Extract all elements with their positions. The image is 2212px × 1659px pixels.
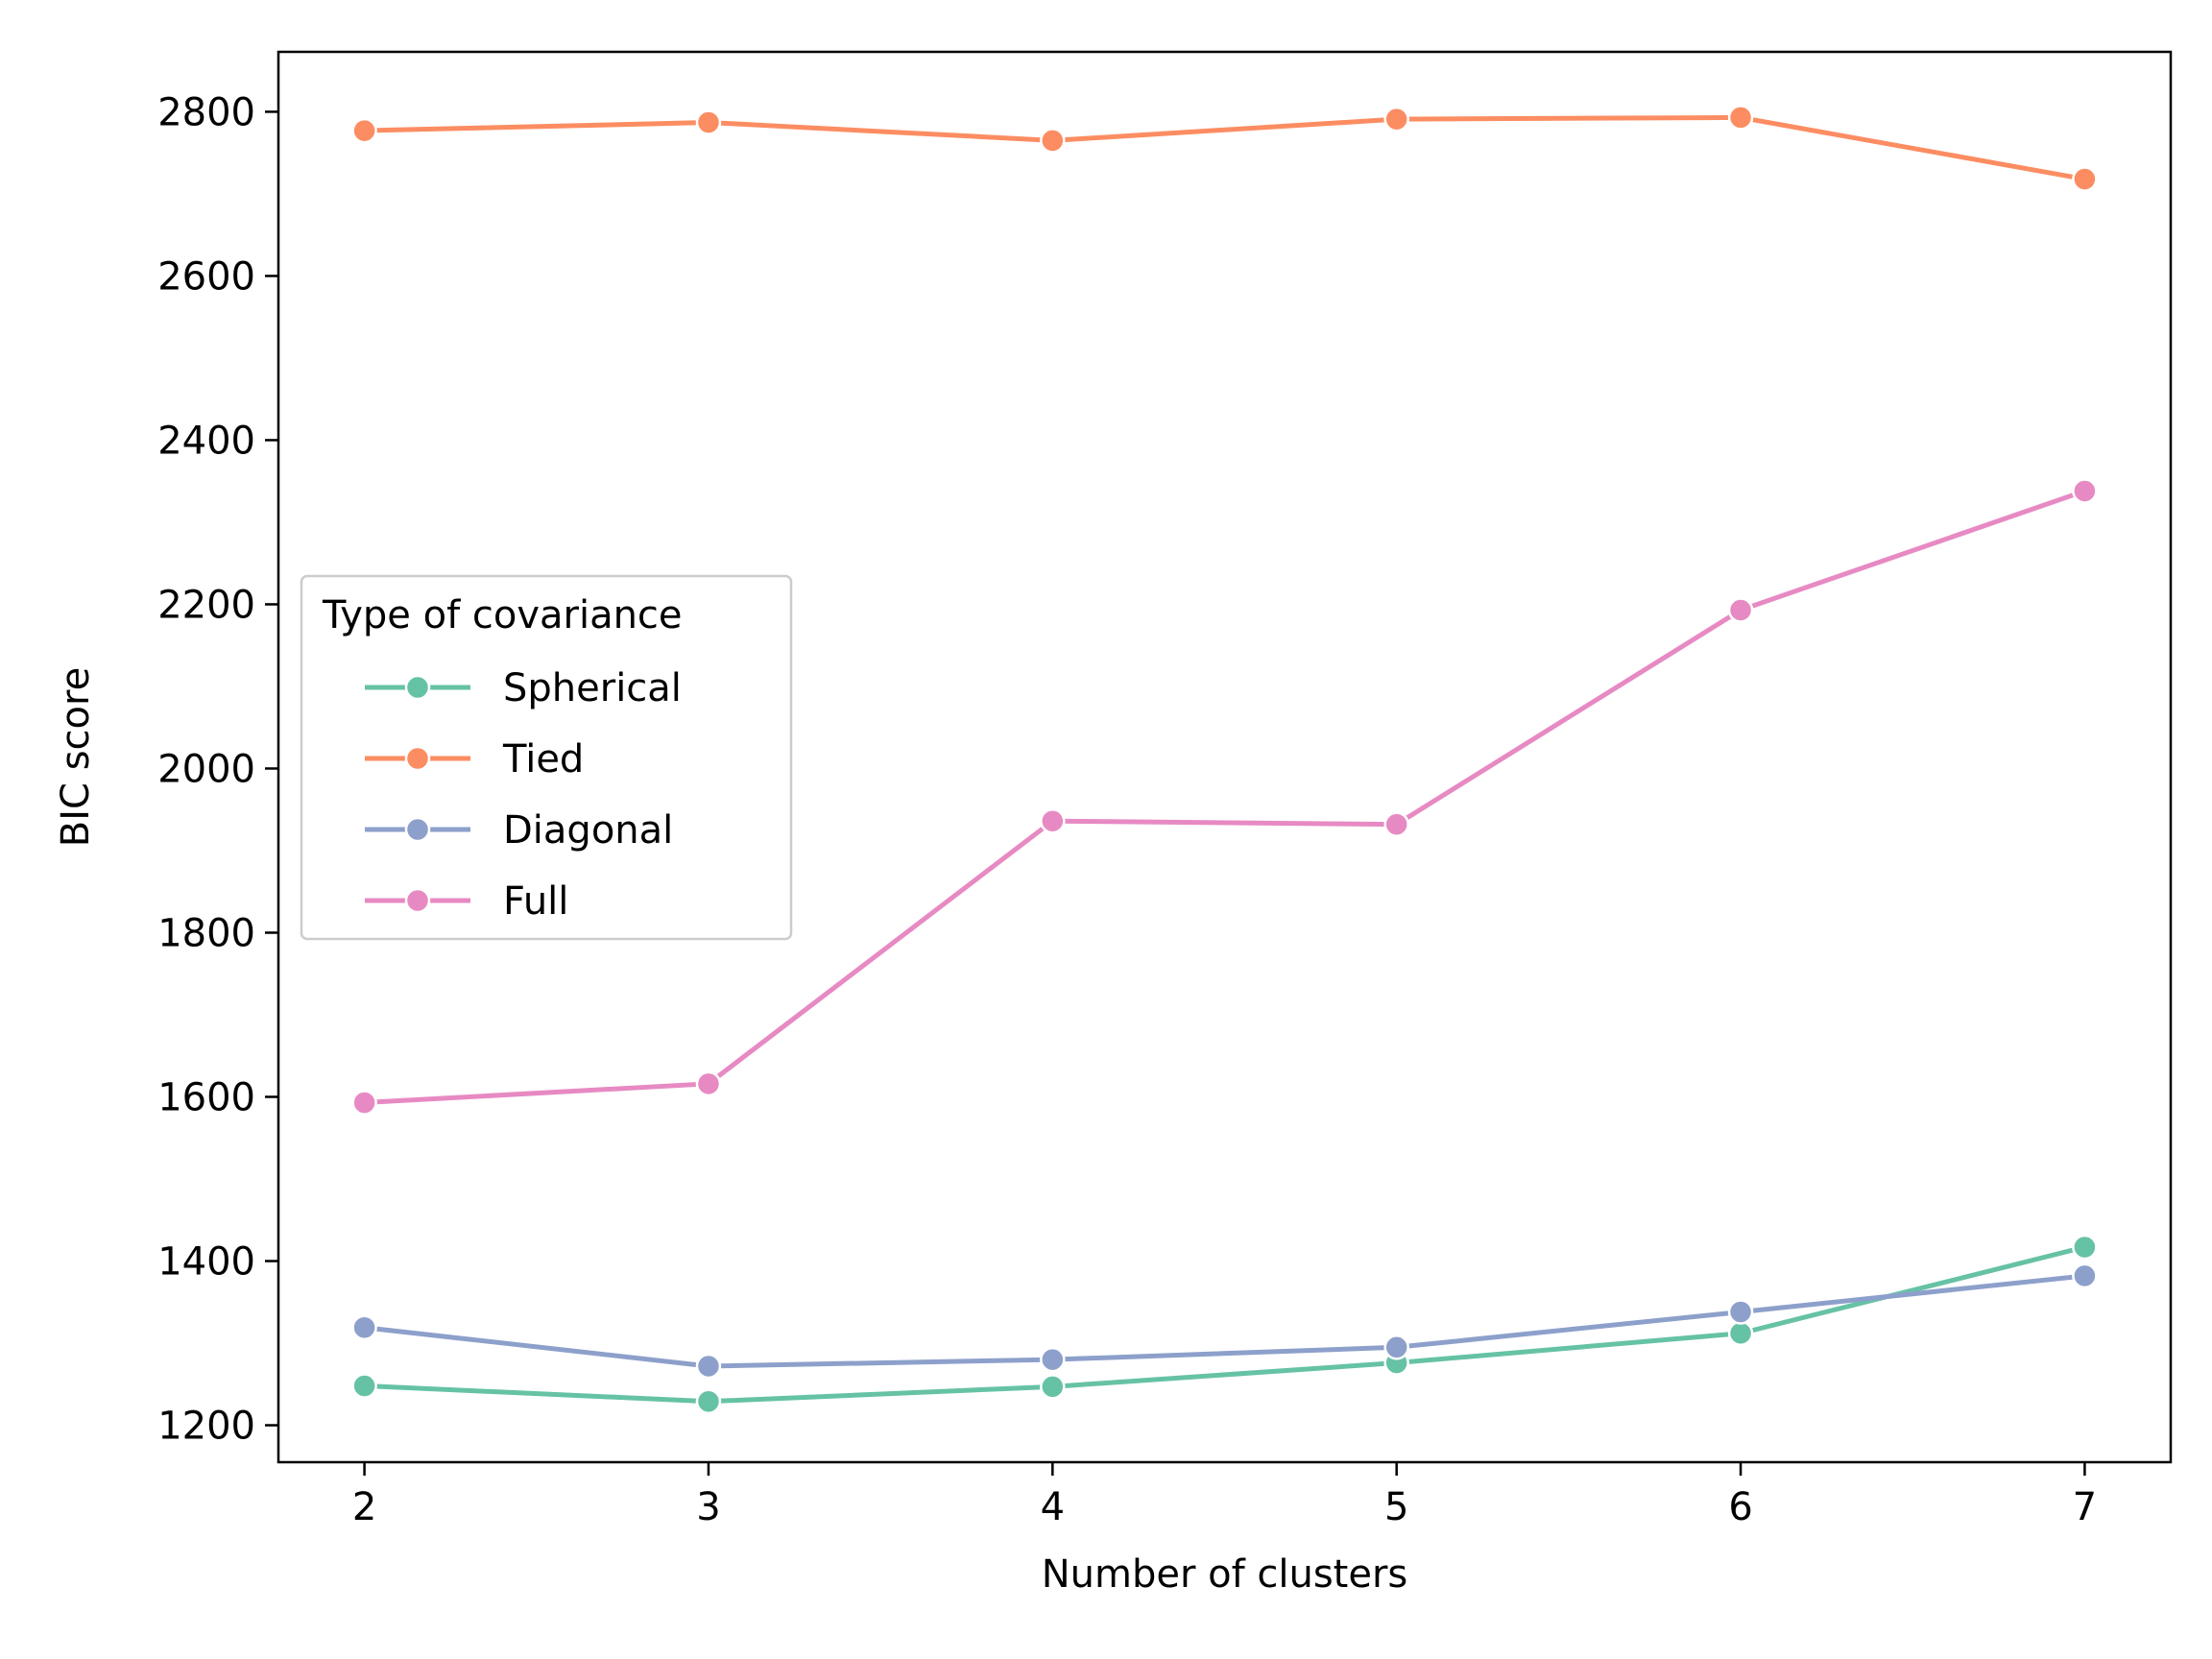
legend: Type of covariance Spherical Tied Diagonal… — [300, 574, 793, 941]
data-point-diagonal — [351, 1314, 377, 1341]
legend-box — [300, 574, 793, 941]
data-point-diagonal — [1383, 1334, 1409, 1360]
legend-title: Type of covariance — [322, 593, 683, 637]
data-point-spherical — [351, 1373, 377, 1399]
data-point-spherical — [2072, 1234, 2098, 1261]
series-diagonal — [351, 1262, 2098, 1380]
data-point-spherical — [695, 1388, 722, 1414]
series-full — [351, 478, 2098, 1116]
data-point-full — [2072, 478, 2098, 504]
data-point-tied — [1727, 105, 1754, 131]
legend-label: Tied — [502, 737, 584, 781]
legend-items: Spherical Tied Diagonal Full — [365, 666, 682, 924]
data-point-full — [1727, 597, 1754, 623]
data-point-diagonal — [2072, 1262, 2098, 1289]
y-tick-label: 1400 — [157, 1240, 255, 1285]
data-point-diagonal — [1040, 1346, 1066, 1373]
x-tick-label: 4 — [1041, 1485, 1065, 1529]
data-point-diagonal — [1727, 1299, 1754, 1325]
legend-swatch-marker — [404, 887, 431, 914]
series-line-diagonal — [361, 1273, 2088, 1369]
legend-item-tied: Tied — [365, 737, 584, 781]
series-tied — [351, 105, 2098, 192]
data-point-spherical — [1727, 1320, 1754, 1347]
data-point-full — [695, 1070, 722, 1097]
legend-label: Diagonal — [503, 808, 673, 853]
data-point-spherical — [1040, 1374, 1066, 1400]
legend-item-full: Full — [365, 879, 568, 924]
series-line-full — [361, 488, 2088, 1106]
data-point-diagonal — [695, 1353, 722, 1380]
legend-item-diagonal: Diagonal — [365, 808, 673, 853]
y-axis: 1200 1400 1600 1800 2000 2200 2400 2600 2800 — [157, 90, 278, 1449]
y-tick-label: 1800 — [157, 911, 255, 955]
series-line-spherical — [361, 1243, 2088, 1405]
data-point-tied — [2072, 166, 2098, 192]
y-tick-label: 2000 — [157, 747, 255, 791]
y-tick-label: 2600 — [157, 254, 255, 299]
y-tick-label: 2400 — [157, 419, 255, 463]
x-axis: 2 3 4 5 6 7 — [352, 1462, 2097, 1529]
plot-frame — [276, 50, 2173, 1464]
data-point-tied — [695, 109, 722, 135]
data-point-full — [351, 1090, 377, 1116]
legend-swatch-marker — [404, 745, 431, 772]
data-point-full — [1383, 811, 1409, 837]
x-axis-label: Number of clusters — [1042, 1552, 1408, 1597]
y-tick-label: 2200 — [157, 583, 255, 627]
data-point-tied — [1040, 128, 1066, 154]
x-tick-label: 5 — [1384, 1485, 1408, 1529]
y-tick-label: 1200 — [157, 1405, 255, 1449]
y-tick-label: 2800 — [157, 90, 255, 134]
x-tick-label: 3 — [696, 1485, 720, 1529]
series-line-tied — [362, 114, 2088, 182]
y-tick-label: 1600 — [157, 1075, 255, 1119]
x-tick-label: 2 — [352, 1485, 376, 1529]
data-point-tied — [1383, 106, 1409, 132]
legend-swatch-marker — [404, 674, 431, 701]
y-axis-label: BIC score — [54, 667, 98, 847]
x-tick-label: 7 — [2073, 1485, 2097, 1529]
legend-item-spherical: Spherical — [365, 666, 682, 710]
series-layer — [351, 105, 2098, 1414]
legend-swatch-marker — [404, 816, 431, 843]
data-point-tied — [351, 117, 377, 144]
legend-label: Full — [503, 879, 568, 924]
x-tick-label: 6 — [1728, 1485, 1752, 1529]
data-point-full — [1040, 807, 1066, 834]
legend-label: Spherical — [503, 666, 682, 710]
